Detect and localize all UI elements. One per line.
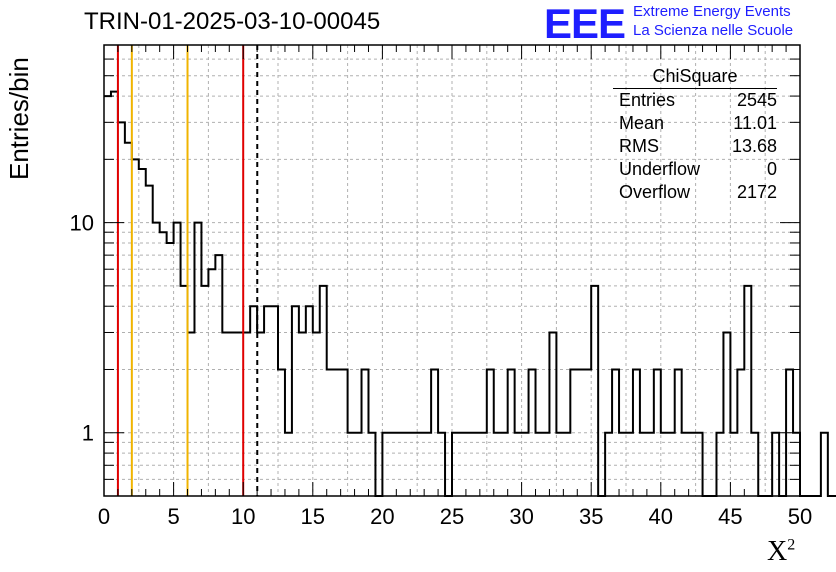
x-tick-label: 45 — [718, 504, 742, 529]
x-tick-label: 40 — [649, 504, 673, 529]
x-tick-label: 20 — [370, 504, 394, 529]
stats-title: ChiSquare — [613, 66, 777, 89]
x-tick-label: 50 — [788, 504, 812, 529]
x-tick-label: 30 — [509, 504, 533, 529]
stats-box: ChiSquare Entries 2545 Mean 11.01 RMS 13… — [613, 66, 777, 204]
stats-label: Entries — [619, 90, 676, 110]
x-tick-label: 0 — [98, 504, 110, 529]
stats-label: Underflow — [619, 159, 701, 179]
x-tick-label: 5 — [167, 504, 179, 529]
stats-value: 2545 — [736, 90, 777, 110]
stats-label: Mean — [619, 113, 665, 133]
x-axis-label: X2 — [767, 536, 796, 567]
stats-row-rms: RMS 13.68 — [613, 135, 777, 158]
stats-label: Overflow — [619, 182, 691, 202]
eee-logo-text: Extreme Energy Events La Scienza nelle S… — [633, 2, 793, 40]
stats-value: 13.68 — [731, 136, 777, 156]
histogram-series — [104, 90, 836, 497]
x-tick-label: 15 — [301, 504, 325, 529]
stats-label: RMS — [619, 136, 659, 156]
stats-row-mean: Mean 11.01 — [613, 112, 777, 135]
chart-title: TRIN-01-2025-03-10-00045 — [84, 8, 381, 35]
eee-logo: EEE Extreme Energy Events La Scienza nel… — [544, 2, 793, 46]
stats-row-entries: Entries 2545 — [613, 89, 777, 112]
x-tick-label: 25 — [440, 504, 464, 529]
stats-value: 2172 — [736, 182, 777, 202]
stats-row-underflow: Underflow 0 — [613, 158, 777, 181]
y-axis-label: Entries/bin — [4, 57, 34, 180]
x-tick-label: 35 — [579, 504, 603, 529]
stats-value: 11.01 — [733, 113, 777, 133]
x-tick-label: 10 — [231, 504, 255, 529]
stats-value: 0 — [766, 159, 777, 179]
eee-logo-line2: La Scienza nelle Scuole — [633, 22, 794, 39]
y-tick-label: 1 — [82, 421, 94, 446]
stats-row-overflow: Overflow 2172 — [613, 181, 777, 204]
eee-logo-mark: EEE — [544, 0, 626, 47]
eee-logo-line1: Extreme Energy Events — [633, 3, 791, 20]
y-tick-label: 10 — [70, 211, 94, 236]
